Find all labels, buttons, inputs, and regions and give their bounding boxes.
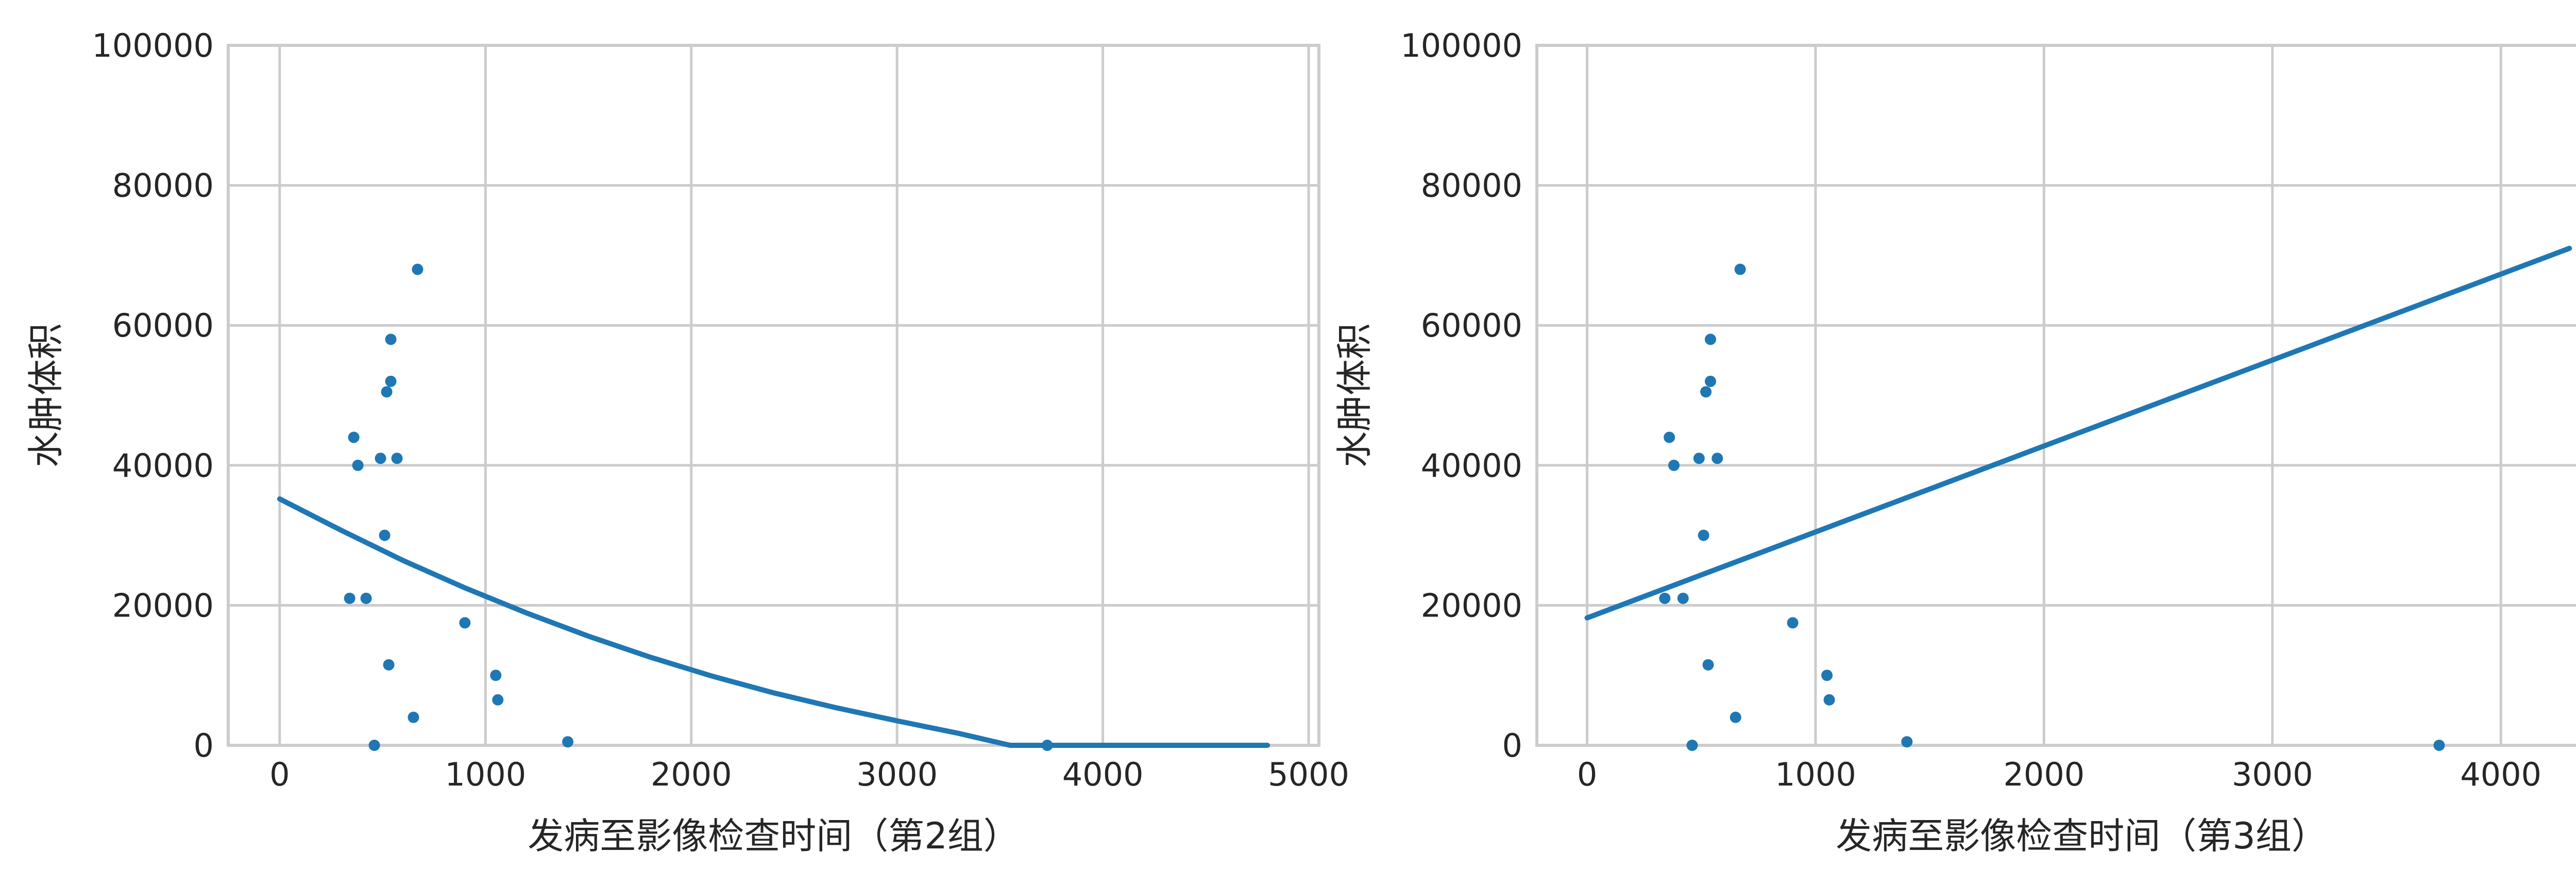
x-tick-label: 1000 xyxy=(1775,756,1856,793)
x-tick-label: 0 xyxy=(1577,756,1597,793)
data-point xyxy=(391,453,403,464)
x-tick-label: 3000 xyxy=(856,756,938,793)
chart-panel-group3: 0 1000 2000 3000 400002000040000600008000010… xyxy=(1333,27,2576,857)
data-point xyxy=(492,694,504,706)
y-tick-label: 20000 xyxy=(112,587,214,624)
data-point xyxy=(408,711,419,723)
y-axis-label: 水肿体积 xyxy=(25,323,67,467)
y-axis-label: 水肿体积 xyxy=(1333,323,1376,467)
data-point xyxy=(490,670,502,681)
data-point xyxy=(348,431,360,443)
data-point xyxy=(352,459,364,471)
data-point xyxy=(1901,736,1913,748)
x-tick-label: 2000 xyxy=(2003,756,2084,793)
y-tick-label: 80000 xyxy=(112,167,214,205)
data-point xyxy=(1823,694,1835,706)
y-tick-label: 20000 xyxy=(1421,587,1522,624)
y-tick-label: 100000 xyxy=(92,27,214,64)
data-point xyxy=(1821,670,1833,681)
data-point xyxy=(381,386,393,398)
data-point xyxy=(1686,740,1698,751)
data-point xyxy=(1659,592,1671,604)
data-point xyxy=(459,617,471,629)
y-tick-label: 0 xyxy=(1502,727,1522,764)
x-axis-label: 发病至影像检查时间（第2组） xyxy=(528,815,1020,857)
data-point xyxy=(375,453,386,464)
x-tick-label: 1000 xyxy=(445,756,526,793)
data-point xyxy=(1787,617,1799,629)
y-tick-label: 40000 xyxy=(112,447,214,485)
data-point xyxy=(1664,431,1675,443)
data-point xyxy=(1704,375,1716,387)
fit-line xyxy=(277,496,1270,748)
y-tick-label: 100000 xyxy=(1400,27,1522,64)
y-tick-label: 60000 xyxy=(1421,307,1522,344)
chart-panel-group2: 0 1000 2000 3000 4000 5000 0 20000 40000 60000 800… xyxy=(25,27,1349,857)
data-point xyxy=(412,263,423,275)
data-point xyxy=(379,529,391,541)
x-axis-label: 发病至影像检查时间（第3组） xyxy=(1836,815,2328,857)
data-point xyxy=(1700,386,1712,398)
data-point xyxy=(344,592,355,604)
data-point xyxy=(1693,453,1705,464)
plot-frame xyxy=(1535,44,2576,747)
x-tick-label: 4000 xyxy=(1062,756,1144,793)
data-point xyxy=(1702,659,1714,671)
data-point xyxy=(1698,529,1709,541)
fit-line xyxy=(1584,245,2572,621)
data-point xyxy=(1734,263,1746,275)
data-point xyxy=(1677,592,1689,604)
data-point xyxy=(383,659,395,671)
data-point xyxy=(562,736,574,748)
x-tick-label: 5000 xyxy=(1268,756,1349,793)
x-tick-label: 0 xyxy=(269,756,290,793)
data-point xyxy=(368,740,380,751)
data-point xyxy=(360,592,372,604)
data-point xyxy=(1711,453,1723,464)
y-tick-label: 40000 xyxy=(1421,447,1522,485)
data-point xyxy=(1704,333,1716,345)
y-tick-label: 80000 xyxy=(1421,167,1522,205)
x-tick-label: 3000 xyxy=(2232,756,2313,793)
data-point xyxy=(385,375,397,387)
y-tick-label: 60000 xyxy=(112,307,214,344)
data-point xyxy=(1730,711,1741,723)
data-point xyxy=(1668,459,1680,471)
x-tick-label: 2000 xyxy=(651,756,732,793)
data-point xyxy=(385,333,397,345)
x-tick-label: 4000 xyxy=(2460,756,2541,793)
plot-frame xyxy=(227,44,1320,747)
data-point xyxy=(2433,740,2445,751)
y-tick-label: 0 xyxy=(194,727,214,764)
